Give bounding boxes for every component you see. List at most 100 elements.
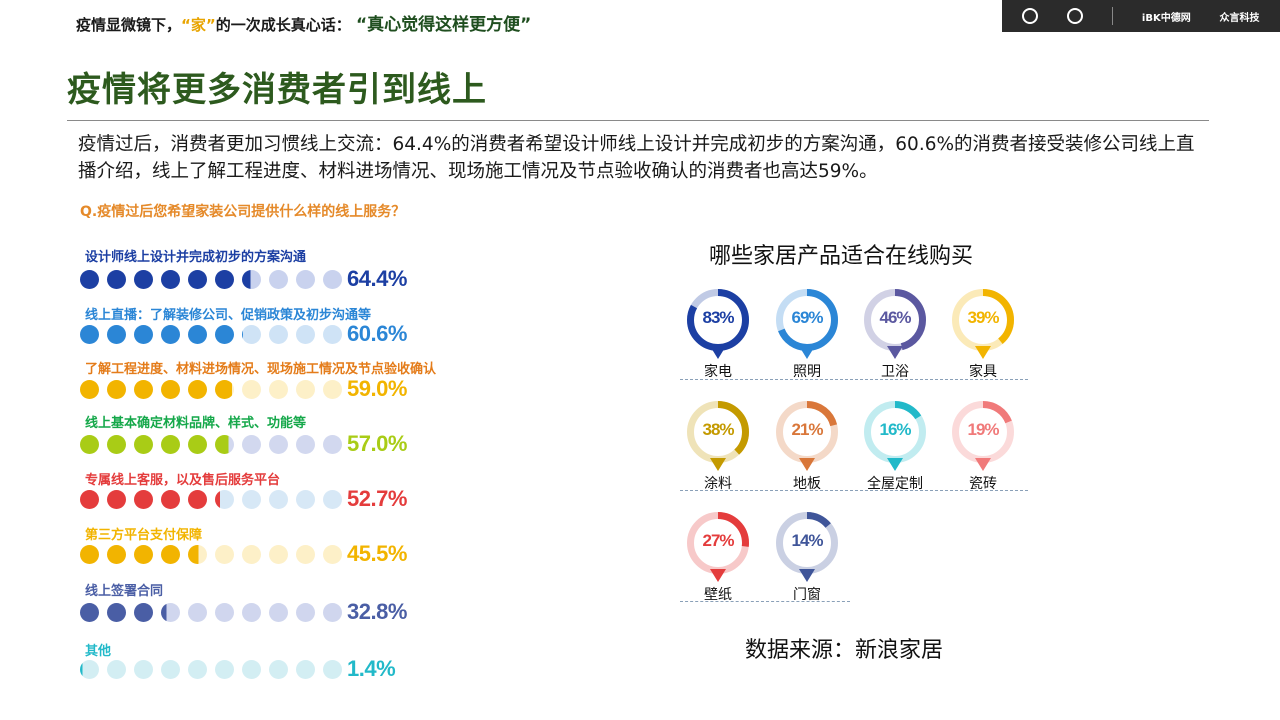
product-ring: 14% 门窗 bbox=[775, 511, 839, 603]
survey-dot bbox=[80, 545, 99, 564]
survey-dot bbox=[80, 603, 99, 622]
ring-center bbox=[694, 296, 742, 344]
survey-dot bbox=[161, 270, 180, 289]
survey-dot bbox=[242, 380, 261, 399]
survey-dot bbox=[269, 435, 288, 454]
survey-dot bbox=[215, 325, 234, 344]
ring-center bbox=[783, 296, 831, 344]
survey-dot bbox=[188, 325, 207, 344]
survey-dot bbox=[215, 270, 234, 289]
survey-dot-row bbox=[80, 490, 342, 512]
survey-item-label: 线上签署合同 bbox=[85, 584, 164, 599]
ring-fill bbox=[687, 401, 749, 463]
survey-dot bbox=[269, 270, 288, 289]
survey-dot bbox=[242, 545, 261, 564]
survey-dot bbox=[80, 325, 99, 344]
survey-item-label: 了解工程进度、材料进场情况、现场施工情况及节点验收确认 bbox=[85, 362, 437, 377]
header-home-word: “家” bbox=[181, 16, 216, 34]
partner-logos: iBK中德网 众言科技 bbox=[1002, 0, 1280, 32]
survey-dot bbox=[80, 660, 99, 679]
product-ring: 83% 家电 bbox=[686, 288, 750, 380]
survey-dot bbox=[188, 660, 207, 679]
survey-item-value: 32.8% bbox=[347, 599, 407, 624]
product-name: 门窗 bbox=[793, 587, 821, 603]
header-prefix: 疫情显微镜下， bbox=[76, 16, 182, 34]
survey-dot bbox=[80, 380, 99, 399]
ring-center bbox=[871, 408, 919, 456]
sponsor-logo bbox=[1067, 8, 1084, 24]
survey-dot bbox=[323, 380, 342, 399]
survey-dot bbox=[296, 435, 315, 454]
survey-item-value: 64.4% bbox=[347, 266, 407, 291]
survey-dot bbox=[188, 603, 207, 622]
survey-dot bbox=[296, 270, 315, 289]
pin-tail bbox=[799, 569, 815, 582]
product-name: 涂料 bbox=[704, 476, 732, 492]
product-value: 83% bbox=[702, 308, 734, 327]
survey-dot bbox=[323, 490, 342, 509]
pin-tail bbox=[975, 458, 991, 471]
product-value: 46% bbox=[879, 308, 911, 327]
survey-question: Q.疫情过后您希望家装公司提供什么样的线上服务？ bbox=[80, 204, 406, 220]
survey-item-value: 52.7% bbox=[347, 486, 407, 511]
survey-dot bbox=[296, 490, 315, 509]
survey-dot bbox=[296, 545, 315, 564]
ring-fill bbox=[687, 512, 749, 574]
survey-dot bbox=[215, 380, 234, 399]
survey-dot bbox=[134, 490, 153, 509]
survey-dot bbox=[161, 490, 180, 509]
survey-dot bbox=[80, 270, 99, 289]
survey-dot bbox=[134, 603, 153, 622]
product-value: 16% bbox=[879, 420, 911, 439]
survey-dot bbox=[134, 270, 153, 289]
ring-center bbox=[783, 408, 831, 456]
survey-dot bbox=[215, 545, 234, 564]
survey-dot bbox=[188, 435, 207, 454]
pin-tail bbox=[710, 569, 726, 582]
survey-item-value: 59.0% bbox=[347, 376, 407, 401]
ring-center bbox=[694, 408, 742, 456]
product-ring: 19% 瓷砖 bbox=[951, 400, 1015, 492]
row-divider bbox=[680, 379, 1028, 380]
survey-item-label: 第三方平台支付保障 bbox=[85, 528, 203, 543]
pin-tail bbox=[799, 458, 815, 471]
survey-dot bbox=[242, 490, 261, 509]
survey-dot bbox=[161, 380, 180, 399]
survey-dot-row bbox=[80, 325, 342, 347]
survey-item-value: 57.0% bbox=[347, 431, 407, 456]
survey-dot bbox=[323, 435, 342, 454]
product-name: 全屋定制 bbox=[867, 476, 923, 492]
survey-dot bbox=[323, 325, 342, 344]
survey-dot bbox=[215, 490, 234, 509]
row-divider bbox=[680, 490, 1028, 491]
survey-dot bbox=[161, 660, 180, 679]
survey-dot bbox=[269, 545, 288, 564]
product-value: 39% bbox=[967, 308, 999, 327]
survey-dot bbox=[161, 435, 180, 454]
page-title: 疫情将更多消费者引到线上 bbox=[67, 70, 487, 110]
survey-dot bbox=[134, 660, 153, 679]
survey-dot bbox=[188, 490, 207, 509]
product-name: 壁纸 bbox=[704, 587, 732, 603]
survey-dot bbox=[296, 603, 315, 622]
survey-dot bbox=[107, 325, 126, 344]
product-ring: 16% 全屋定制 bbox=[863, 400, 927, 492]
survey-dot bbox=[134, 545, 153, 564]
pin-tail bbox=[887, 346, 903, 359]
ring-fill bbox=[952, 401, 1014, 463]
survey-dot bbox=[134, 435, 153, 454]
survey-dot bbox=[242, 435, 261, 454]
association-logo bbox=[1022, 8, 1039, 24]
survey-dot bbox=[134, 380, 153, 399]
product-value: 38% bbox=[702, 420, 734, 439]
survey-dot bbox=[107, 435, 126, 454]
survey-item-label: 线上基本确定材料品牌、样式、功能等 bbox=[85, 416, 307, 431]
product-name: 家具 bbox=[969, 364, 997, 380]
survey-dot bbox=[134, 325, 153, 344]
header-line: 疫情显微镜下，“家”的一次成长真心话： “真心觉得这样更方便” bbox=[76, 10, 531, 35]
survey-dot bbox=[269, 325, 288, 344]
product-ring: 69% 照明 bbox=[775, 288, 839, 380]
survey-dot bbox=[323, 270, 342, 289]
product-name: 卫浴 bbox=[881, 364, 909, 380]
products-title: 哪些家居产品适合在线购买 bbox=[709, 244, 974, 269]
